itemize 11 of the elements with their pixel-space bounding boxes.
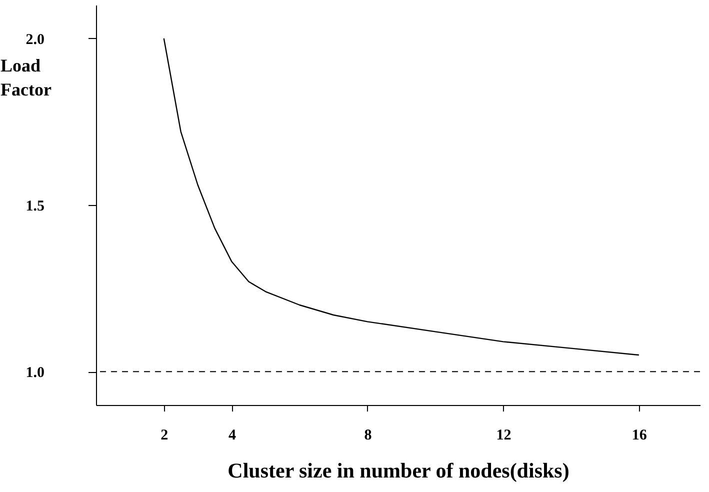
line-series [163,38,640,356]
y-tick-label: 2.0 [26,32,44,48]
y-tick-label: 1.5 [26,198,44,214]
x-tick-label: 2 [160,428,168,444]
x-axis-title: Cluster size in number of nodes(disks) [228,458,570,482]
y-tick-label: 1.0 [26,365,44,382]
x-tick-label: 8 [364,428,372,444]
x-tick-label: 4 [228,428,236,444]
y-axis-title: Load Factor [0,56,52,100]
x-tick-label: 12 [496,428,512,444]
x-tick-label: 16 [632,428,648,444]
